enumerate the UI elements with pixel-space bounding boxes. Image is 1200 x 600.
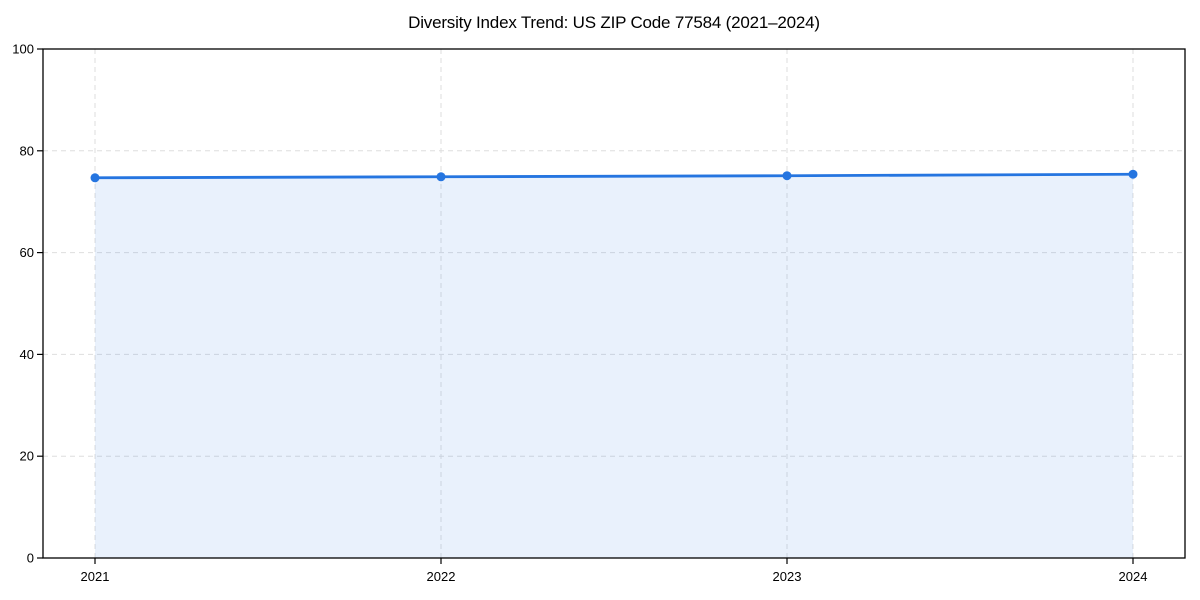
area-fill <box>95 174 1133 559</box>
data-point-2023 <box>782 171 792 181</box>
x-tick-label: 2023 <box>773 569 802 584</box>
y-tick-label: 60 <box>20 245 34 260</box>
x-tick-label: 2021 <box>81 569 110 584</box>
x-tick-label: 2022 <box>427 569 456 584</box>
y-tick-label: 80 <box>20 143 34 158</box>
data-point-2024 <box>1128 169 1138 179</box>
x-tick-label: 2024 <box>1119 569 1148 584</box>
chart-title: Diversity Index Trend: US ZIP Code 77584… <box>408 13 820 32</box>
plot-border <box>42 48 1186 559</box>
data-point-2021 <box>90 173 100 183</box>
y-tick-label: 100 <box>12 42 34 57</box>
y-tick-label: 0 <box>27 551 34 566</box>
y-tick-label: 20 <box>20 449 34 464</box>
y-tick-label: 40 <box>20 347 34 362</box>
data-point-2022 <box>436 172 446 182</box>
trend-line <box>93 172 1135 180</box>
